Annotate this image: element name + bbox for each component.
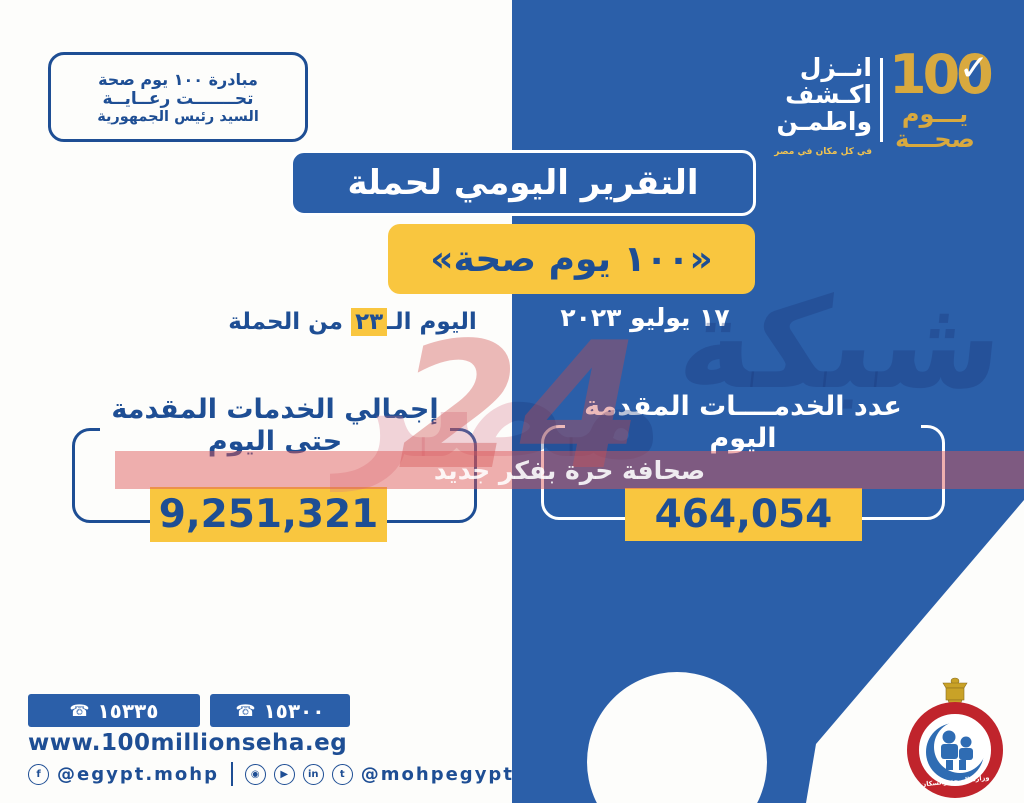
linkedin-icon: in <box>302 763 324 785</box>
social-media-row: f @egypt.mohp ◉ ▶ in t @mohpegypt <box>28 762 514 786</box>
hotline-15300-number: ١٥٣٠٠ <box>263 698 325 723</box>
slogan-subtitle: في كل مكان في مصر <box>774 147 872 157</box>
logo-100-number: 100 ✓ <box>889 48 994 102</box>
today-services-title-line2: اليوم <box>709 423 777 454</box>
total-services-value: 9,251,321 <box>150 487 387 542</box>
today-services-title-line1: عدد الخدمــــات المقدمة <box>584 391 902 422</box>
patron-line-2: تحـــــــت رعــايــة <box>102 88 254 109</box>
total-services-number: 9,251,321 <box>158 492 379 537</box>
slogan-line-2: اكـشف <box>785 80 872 109</box>
campaign-100-logo: 100 ✓ يـــوم صحـــة <box>889 48 994 153</box>
twitter-icon: t <box>331 763 353 785</box>
total-services-title: إجمالي الخدمات المقدمة حتى اليوم <box>100 394 450 458</box>
day-counter-number: ٢٣ <box>351 308 388 336</box>
report-title: التقرير اليومي لحملة <box>347 163 699 203</box>
day-counter: اليوم الـ٢٣ من الحملة <box>215 308 490 336</box>
checkmark-icon: ✓ <box>958 48 989 89</box>
logo-word-seha: صحـــة <box>895 125 975 153</box>
instagram-icon: ◉ <box>244 763 266 785</box>
hotline-15300: ☎ ١٥٣٠٠ <box>210 694 350 727</box>
today-services-value: 464,054 <box>625 488 862 541</box>
phone-icon: ☎ <box>69 701 90 720</box>
logo-divider-line <box>880 58 883 142</box>
ministry-of-health-logo: وزارة الصحة والسكان <box>903 676 1007 798</box>
unified-handle: @mohpegypt <box>360 763 514 785</box>
patron-line-3: السيد رئيس الجمهورية <box>97 108 259 125</box>
ministry-logo-graphic <box>907 677 1003 798</box>
hotline-15335: ☎ ١٥٣٣٥ <box>28 694 200 727</box>
patron-line-1: مبادرة ١٠٠ يوم صحة <box>98 69 258 89</box>
total-services-title-line2: حتى اليوم <box>207 426 343 457</box>
day-counter-suffix: من الحملة <box>228 309 344 335</box>
slogan-line-1: انــزل <box>799 53 872 82</box>
family-figures <box>941 730 973 770</box>
eagle-emblem <box>942 677 968 706</box>
report-title-box: التقرير اليومي لحملة <box>290 150 756 216</box>
facebook-handle: @egypt.mohp <box>57 763 219 785</box>
facebook-icon: f <box>28 763 49 785</box>
youtube-icon: ▶ <box>273 763 295 785</box>
report-date-text: ١٧ يوليو ٢٠٢٣ <box>560 303 730 332</box>
total-services-title-line1: إجمالي الخدمات المقدمة <box>111 394 439 425</box>
logo-100-digits: 100 <box>889 43 994 106</box>
campaign-slogan: انــزل اكـشف واطمـن في كل مكان في مصر <box>762 54 872 166</box>
social-separator <box>230 762 233 786</box>
day-counter-prefix: اليوم الـ <box>387 309 477 335</box>
website-url: www.100millionseha.eg <box>28 730 348 756</box>
today-services-number: 464,054 <box>654 492 833 537</box>
campaign-name-box: «١٠٠ يوم صحة» <box>388 224 755 294</box>
logo-word-youm: يـــوم <box>901 100 969 128</box>
phone-icon: ☎ <box>235 701 256 720</box>
patron-box: مبادرة ١٠٠ يوم صحة تحـــــــت رعــايــة … <box>48 52 308 142</box>
report-date: ١٧ يوليو ٢٠٢٣ <box>520 303 770 332</box>
today-services-title: عدد الخدمــــات المقدمة اليوم <box>565 391 921 455</box>
slogan-line-3: واطمـن <box>776 107 872 136</box>
campaign-name: «١٠٠ يوم صحة» <box>430 238 713 280</box>
hotline-15335-number: ١٥٣٣٥ <box>97 698 159 723</box>
